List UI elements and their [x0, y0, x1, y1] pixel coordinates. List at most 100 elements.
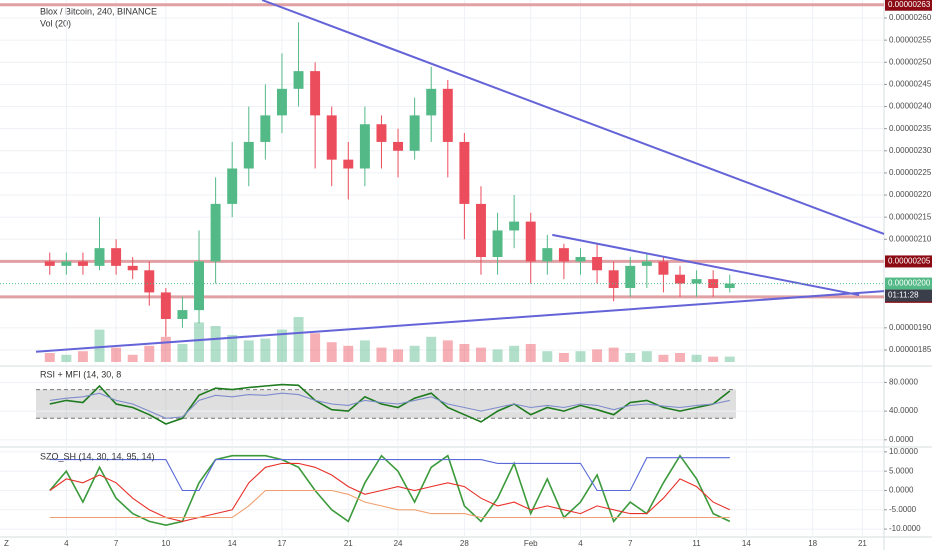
x-tick-label: 4 — [578, 539, 583, 548]
volume-bar — [459, 344, 470, 362]
panel-title: SZO_SH (14, 30, 14, 95, 14) — [40, 451, 155, 461]
volume-bar — [326, 342, 337, 362]
y-tick-label: 10.0000 — [889, 447, 918, 456]
volume-bar — [177, 344, 188, 362]
y-tick-label: 0.00000185 — [889, 345, 932, 354]
y-tick-label: 0.0000 — [889, 486, 914, 495]
candle-body — [243, 141, 254, 169]
candle-body — [542, 248, 553, 262]
chart-title: Blox / Bitcoin, 240, BINANCE — [40, 6, 157, 16]
y-tick-label: 40.0000 — [889, 406, 918, 415]
volume-bar — [708, 356, 719, 362]
candle-body — [592, 257, 603, 271]
candle-body — [724, 283, 735, 288]
volume-bar — [426, 336, 437, 362]
last-price-tag: 0.00000200 — [888, 279, 931, 288]
series-line — [49, 392, 730, 419]
volume-bar — [127, 354, 138, 362]
candle-body — [144, 270, 155, 293]
candle-body — [492, 230, 503, 258]
countdown-tag-bg — [885, 289, 932, 302]
candle-body — [658, 261, 669, 275]
candle-body — [61, 261, 72, 266]
series-line — [49, 457, 730, 492]
band-fill — [36, 389, 736, 419]
level-tag: 0.00000263 — [888, 0, 931, 9]
volume-title: Vol (20) — [40, 18, 71, 28]
y-tick-label: 0.00000260 — [889, 13, 932, 22]
candle-body — [393, 141, 404, 151]
candle-body — [194, 261, 204, 311]
candle-body — [409, 115, 420, 151]
candle-body — [608, 270, 619, 288]
volume-bar — [243, 340, 254, 362]
candle-body — [77, 261, 88, 266]
candle-body — [310, 71, 321, 116]
candle-body — [641, 261, 652, 266]
candle-body — [210, 203, 221, 262]
candle-body — [376, 124, 387, 142]
x-tick-label: 17 — [277, 539, 286, 548]
volume-bar — [592, 349, 603, 362]
candle-body — [575, 257, 586, 262]
volume-bar — [310, 333, 321, 362]
panel-title: RSI + MFI (14, 30, 8 — [40, 369, 121, 379]
candle-body — [675, 274, 685, 284]
volume-bar — [492, 349, 503, 362]
y-tick-label: 0.0000 — [889, 435, 914, 444]
y-tick-label: 0.00000255 — [889, 35, 932, 44]
y-tick-label: 80.0000 — [889, 378, 918, 387]
candle-body — [509, 221, 520, 231]
x-tick-label: 14 — [228, 539, 237, 548]
volume-bar — [276, 329, 287, 362]
y-tick-label: 0.00000235 — [889, 124, 932, 133]
x-tick-label: Feb — [524, 539, 538, 548]
y-tick-label: 0.00000215 — [889, 212, 932, 221]
series-line — [49, 454, 731, 527]
level-tag-bg — [885, 0, 932, 11]
volume-bar — [476, 347, 486, 362]
candle-body — [276, 88, 287, 116]
y-tick-label: 0.00000220 — [889, 190, 932, 199]
last-price-tag-bg — [885, 277, 932, 290]
x-tick-label: 14 — [742, 539, 751, 548]
candle-body — [525, 221, 536, 262]
volume-bar — [575, 351, 586, 362]
x-tick-label: 7 — [114, 539, 119, 548]
candle-body — [442, 88, 453, 142]
volume-bar — [542, 351, 553, 362]
volume-bar — [260, 338, 271, 362]
trend-line — [552, 233, 860, 297]
y-tick-label: 5.0000 — [889, 466, 914, 475]
candle-body — [177, 310, 188, 319]
x-tick-label: 28 — [460, 539, 469, 548]
y-tick-label: 0.00000230 — [889, 146, 932, 155]
footer-z[interactable]: Z — [4, 539, 9, 548]
volume-bar — [558, 353, 569, 362]
volume-bar — [525, 344, 536, 362]
y-tick-label: 0.00000190 — [889, 323, 932, 332]
trend-line — [35, 290, 885, 353]
y-tick-label: -5.0000 — [889, 505, 917, 514]
y-tick-label: 0.00000240 — [889, 102, 932, 111]
candle-body — [625, 265, 636, 288]
y-tick-label: -10.0000 — [889, 524, 921, 533]
volume-bar — [194, 322, 204, 362]
volume-bar — [675, 353, 685, 362]
volume-bar — [359, 340, 370, 362]
x-tick-label: 10 — [161, 539, 170, 548]
x-tick-label: 4 — [64, 539, 69, 548]
volume-bar — [409, 345, 420, 362]
volume-bar — [111, 347, 122, 362]
y-tick-label: 0.00000250 — [889, 57, 932, 66]
x-tick-label: 11 — [692, 539, 701, 548]
candle-body — [459, 141, 470, 204]
candle-body — [476, 203, 486, 258]
candle-body — [260, 115, 271, 142]
candle-body — [94, 248, 105, 266]
volume-bar — [210, 326, 221, 362]
volume-bar — [509, 345, 520, 362]
volume-bar — [658, 354, 669, 362]
